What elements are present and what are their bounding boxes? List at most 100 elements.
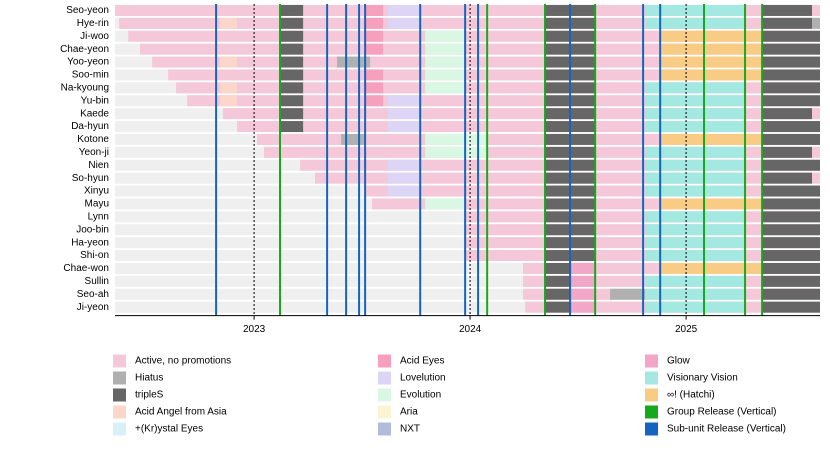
segment [660, 56, 763, 68]
row-label: Seo-yeon [66, 5, 109, 16]
legend-swatch [645, 422, 658, 436]
segment [762, 56, 820, 68]
segment [762, 108, 813, 120]
segment [425, 69, 466, 81]
legend-label: Aria [400, 407, 418, 418]
segment [762, 30, 820, 42]
segment [280, 82, 304, 94]
row-label: Ji-yeon [77, 302, 109, 313]
segment [388, 172, 421, 184]
segment [762, 146, 813, 158]
active-span [257, 133, 820, 145]
legend-label: +(Kr)ystal Eyes [135, 424, 203, 435]
legend-label: NXT [400, 424, 420, 435]
segment [645, 159, 746, 171]
segment [280, 56, 304, 68]
row-label: Seo-ah [77, 289, 109, 300]
segment [645, 82, 746, 94]
segment [645, 121, 746, 133]
segment [762, 262, 820, 274]
legend-swatch [378, 405, 391, 419]
segment [280, 69, 304, 81]
segment [660, 198, 763, 210]
segment [365, 17, 384, 29]
legend-label: Lovelution [400, 373, 446, 384]
row-label: Joo-bin [76, 224, 109, 235]
segment [645, 108, 746, 120]
segment [645, 211, 746, 223]
segment [645, 4, 746, 16]
segment [280, 30, 304, 42]
segment [762, 95, 820, 107]
legend-swatch [378, 371, 391, 385]
segment [220, 82, 238, 94]
legend-swatch [113, 422, 126, 436]
segment [762, 4, 813, 16]
x-tick-label: 2024 [459, 324, 482, 335]
row-label: Kotone [77, 134, 109, 145]
row-label: Ha-yeon [71, 237, 109, 248]
segment [220, 95, 238, 107]
segment [812, 17, 820, 29]
row-background [115, 288, 820, 300]
row-label: Mayu [85, 199, 109, 210]
segment [645, 237, 746, 249]
segment [660, 133, 763, 145]
segment [610, 288, 646, 300]
segment [425, 30, 466, 42]
row-label: Soo-min [72, 70, 109, 81]
legend-label: Sub-unit Release (Vertical) [667, 424, 786, 435]
segment [762, 237, 820, 249]
segment [220, 17, 238, 29]
active-span [140, 43, 820, 55]
segment [660, 30, 763, 42]
segment [762, 224, 820, 236]
segment [545, 288, 571, 300]
segment [570, 288, 596, 300]
segment [762, 172, 813, 184]
legend-label: Hiatus [135, 373, 163, 384]
row-label: Nien [88, 160, 109, 171]
segment [425, 56, 466, 68]
legend-swatch [113, 388, 126, 402]
segment [280, 4, 304, 16]
row-label: Xinyu [84, 186, 109, 197]
segment [280, 121, 304, 133]
legend-swatch [378, 354, 391, 368]
segment [645, 172, 746, 184]
segment [388, 17, 421, 29]
segment [365, 69, 384, 81]
segment [388, 95, 421, 107]
segment [365, 30, 384, 42]
segment [660, 43, 763, 55]
active-span [119, 17, 820, 29]
segment [762, 69, 820, 81]
segment [645, 250, 746, 262]
segment [645, 224, 746, 236]
legend-label: Group Release (Vertical) [667, 407, 777, 418]
legend-swatch [645, 405, 658, 419]
legend-swatch [645, 388, 658, 402]
segment [570, 301, 596, 313]
row-label: Shi-on [80, 250, 109, 261]
active-span [152, 56, 820, 68]
segment [660, 69, 763, 81]
legend-swatch [645, 354, 658, 368]
x-tick-label: 2025 [675, 324, 698, 335]
segment [545, 301, 571, 313]
segment [280, 17, 304, 29]
legend-label: Acid Eyes [400, 356, 444, 367]
segment [762, 301, 820, 313]
segment [762, 159, 820, 171]
segment [280, 108, 304, 120]
segment [762, 185, 820, 197]
active-span [128, 30, 821, 42]
segment [762, 211, 820, 223]
legend-label: Visionary Vision [667, 373, 738, 384]
segment [570, 275, 596, 287]
segment [388, 108, 421, 120]
row-background [115, 301, 820, 313]
legend-swatch [378, 388, 391, 402]
segment [425, 146, 488, 158]
segment [762, 82, 820, 94]
